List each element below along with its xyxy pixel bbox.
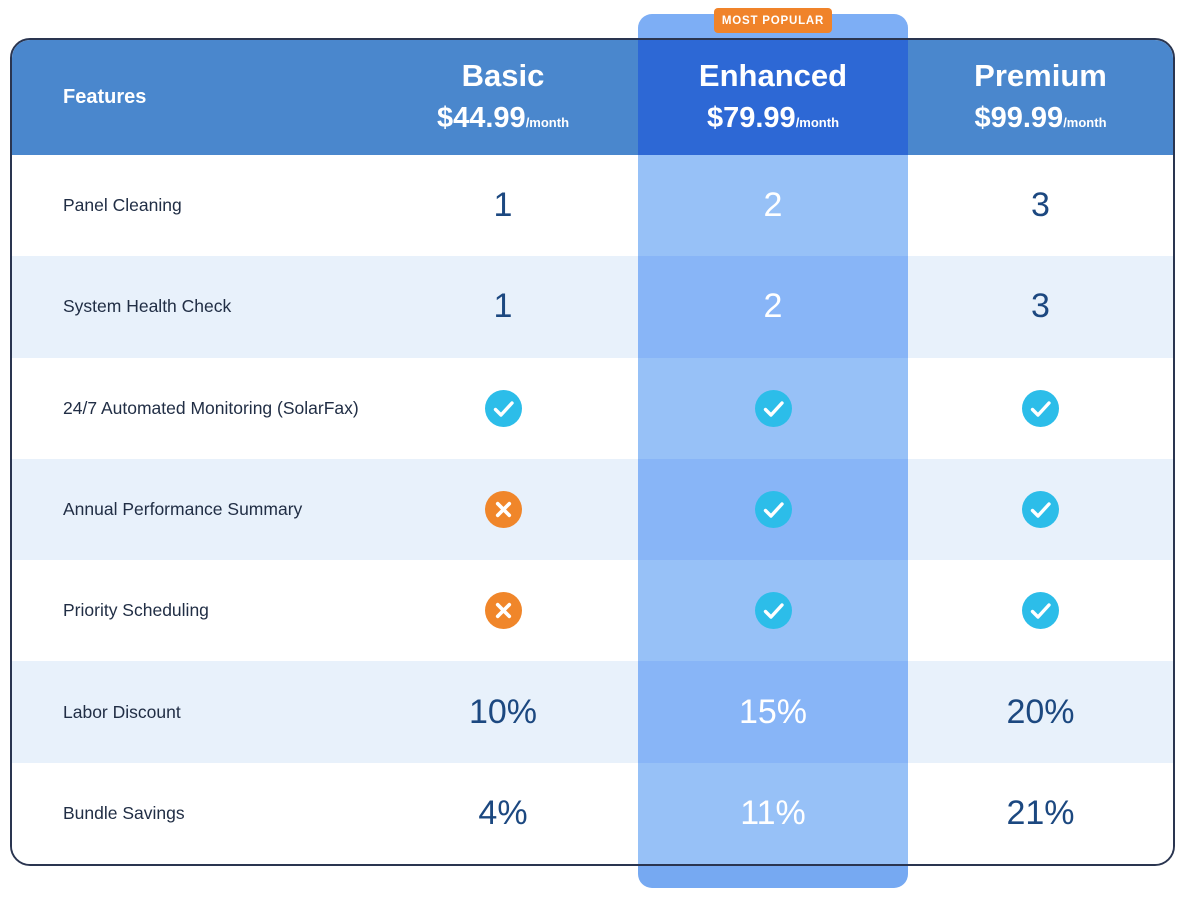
included-check-icon [638,560,908,662]
feature-value: 1 [493,287,513,326]
plan-name: Enhanced [698,57,848,93]
excluded-cross-icon [368,459,638,560]
feature-row: Panel Cleaning 1 2 3 [12,155,1173,257]
included-check-icon [908,560,1173,661]
included-check-icon [638,458,908,561]
plan-price: $79.99 [706,102,796,135]
plan-name: Basic [461,57,545,93]
plan-header-premium: Premium $99.99 /month [908,40,1173,155]
pricing-table-card: Features Basic $44.99 /month Enhanced $7… [10,38,1175,866]
feature-value: 3 [1031,287,1050,326]
feature-row: Labor Discount 10% 15% 20% [12,661,1173,763]
included-check-icon [368,358,638,459]
plan-period: /month [1063,115,1107,131]
plan-header-basic: Basic $44.99 /month [368,40,638,155]
included-check-icon [638,357,908,459]
plan-header-enhanced: Enhanced $79.99 /month [638,40,908,155]
plan-period: /month [795,115,840,131]
feature-row: System Health Check 1 2 3 [12,256,1173,358]
feature-value: 10% [468,692,538,731]
feature-value: 15% [638,661,908,763]
feature-label: Panel Cleaning [63,195,182,216]
feature-value: 4% [478,793,528,832]
plan-price-line: $99.99 /month [974,102,1106,135]
feature-row: Priority Scheduling [12,560,1173,662]
feature-value: 2 [638,155,908,257]
feature-label: Priority Scheduling [63,600,209,621]
included-check-icon [908,358,1173,459]
feature-value: 20% [1006,692,1075,731]
feature-label: 24/7 Automated Monitoring (SolarFax) [63,397,359,418]
feature-row: Annual Performance Summary [12,458,1173,561]
feature-value: 3 [1031,186,1050,225]
feature-label: Labor Discount [63,701,181,722]
features-header-label: Features [63,86,147,108]
feature-row: 24/7 Automated Monitoring (SolarFax) [12,357,1173,459]
feature-row: Bundle Savings 4% 11% 21% [12,762,1173,864]
feature-value: 2 [638,256,908,358]
plan-name: Premium [974,57,1107,93]
plan-price-line: $79.99 /month [707,102,839,135]
feature-label: System Health Check [63,296,232,317]
most-popular-badge: MOST POPULAR [714,8,832,33]
feature-label: Bundle Savings [63,802,185,823]
feature-value: 11% [638,762,908,864]
feature-rows: Panel Cleaning 1 2 3 System Health Check 1 2 3 2… [12,155,1173,864]
excluded-cross-icon [368,560,638,661]
feature-value: 1 [493,186,513,225]
plan-price: $44.99 [436,102,526,135]
plan-price-line: $44.99 /month [437,102,569,135]
feature-value: 21% [1006,793,1075,832]
most-popular-badge-label: MOST POPULAR [721,14,825,27]
plan-price: $99.99 [974,102,1064,135]
pricing-table-header: Features Basic $44.99 /month Enhanced $7… [12,40,1173,155]
included-check-icon [908,459,1173,560]
feature-label: Annual Performance Summary [63,498,303,519]
features-header-cell: Features [12,40,368,155]
plan-period: /month [525,115,570,131]
